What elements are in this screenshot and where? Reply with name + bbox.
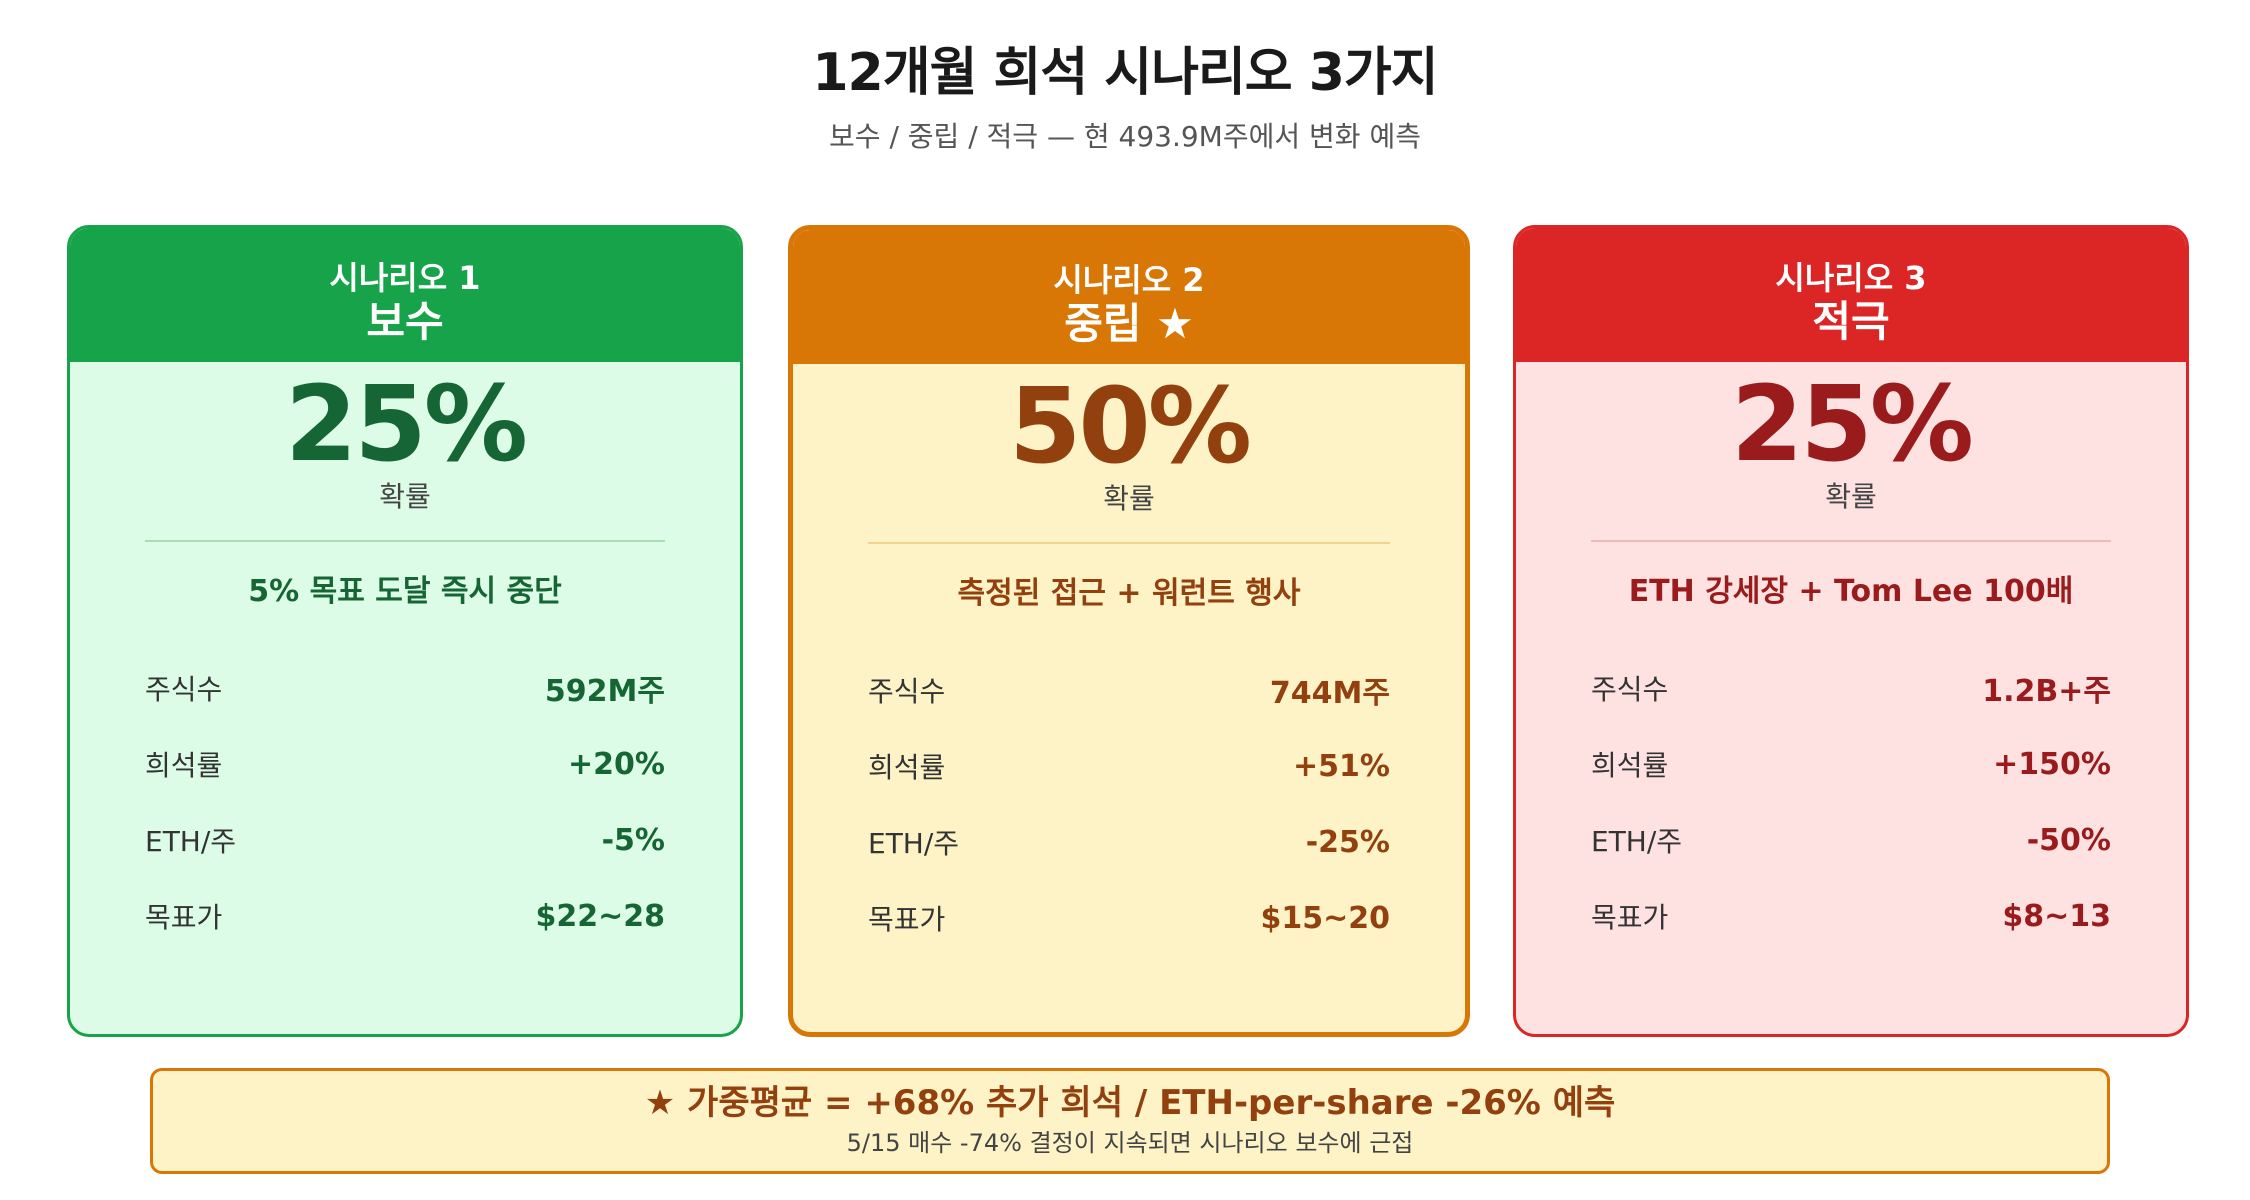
- metric-label: 희석률: [1591, 749, 1669, 782]
- metric-row-dilution: 희석률 +20%: [145, 726, 665, 802]
- scenario-number: 시나리오 3: [1775, 259, 1927, 297]
- metric-row-target-price: 목표가 $8~13: [1591, 878, 2111, 954]
- metric-value: 1.2B+주: [1982, 674, 2111, 709]
- metric-value: +20%: [568, 746, 665, 782]
- scenario-card-conservative: 시나리오 1 보수 25% 확률 5% 목표 도달 즉시 중단 주식수 592M…: [67, 225, 743, 1037]
- probability-label: 확률: [379, 480, 431, 513]
- metric-row-shares: 주식수 592M주: [145, 650, 665, 726]
- page-subtitle: 보수 / 중립 / 적극 — 현 493.9M주에서 변화 예측: [829, 120, 1421, 153]
- scenario-description: ETH 강세장 + Tom Lee 100배: [1628, 574, 2074, 609]
- scenario-number: 시나리오 2: [1053, 261, 1205, 299]
- metric-value: +150%: [1993, 746, 2111, 782]
- metric-row-dilution: 희석률 +51%: [868, 728, 1390, 804]
- summary-main: ★ 가중평균 = +68% 추가 희석 / ETH-per-share -26%…: [644, 1083, 1616, 1123]
- metric-row-eth-per-share: ETH/주 -5%: [145, 802, 665, 878]
- metric-value: -5%: [601, 822, 665, 858]
- probability-value: 25%: [285, 363, 528, 485]
- metric-label: 목표가: [868, 903, 946, 936]
- scenario-card-neutral: 시나리오 2 중립 ★ 50% 확률 측정된 접근 + 워런트 행사 주식수 7…: [788, 225, 1470, 1037]
- metric-label: 주식수: [868, 675, 946, 708]
- metric-label: 희석률: [868, 751, 946, 784]
- metric-value: +51%: [1293, 748, 1390, 784]
- metric-label: ETH/주: [868, 827, 960, 860]
- metric-label: 주식수: [1591, 673, 1669, 706]
- metric-value: -25%: [1305, 824, 1390, 860]
- metric-label: 목표가: [145, 901, 223, 934]
- metric-row-eth-per-share: ETH/주 -25%: [868, 804, 1390, 880]
- metric-value: $15~20: [1260, 900, 1390, 936]
- probability-value: 50%: [1009, 365, 1252, 487]
- metric-row-dilution: 희석률 +150%: [1591, 726, 2111, 802]
- scenario-card-aggressive: 시나리오 3 적극 25% 확률 ETH 강세장 + Tom Lee 100배 …: [1513, 225, 2189, 1037]
- metric-row-target-price: 목표가 $22~28: [145, 878, 665, 954]
- scenario-description: 5% 목표 도달 즉시 중단: [248, 574, 562, 609]
- metric-row-eth-per-share: ETH/주 -50%: [1591, 802, 2111, 878]
- page-title: 12개월 희석 시나리오 3가지: [812, 43, 1438, 103]
- metric-value: 592M주: [544, 674, 665, 709]
- metric-list: 주식수 592M주 희석률 +20% ETH/주 -5% 목표가 $22~28: [145, 650, 665, 954]
- card-header: 시나리오 3 적극: [1516, 228, 2186, 362]
- scenario-name: 적극: [1812, 297, 1890, 346]
- card-header: 시나리오 2 중립 ★: [793, 230, 1465, 364]
- scenario-name: 보수: [366, 297, 444, 346]
- metric-list: 주식수 744M주 희석률 +51% ETH/주 -25% 목표가 $15~20: [868, 652, 1390, 956]
- metric-value: 744M주: [1269, 676, 1390, 711]
- divider: [145, 540, 665, 542]
- metric-row-shares: 주식수 744M주: [868, 652, 1390, 728]
- scenario-name: 중립 ★: [1064, 299, 1194, 348]
- summary-box: ★ 가중평균 = +68% 추가 희석 / ETH-per-share -26%…: [150, 1068, 2110, 1174]
- probability-label: 확률: [1103, 482, 1155, 515]
- metric-label: ETH/주: [145, 825, 237, 858]
- metric-label: ETH/주: [1591, 825, 1683, 858]
- divider: [868, 542, 1390, 544]
- metric-value: -50%: [2026, 822, 2111, 858]
- probability-value: 25%: [1731, 363, 1974, 485]
- card-header: 시나리오 1 보수: [70, 228, 740, 362]
- probability-label: 확률: [1825, 480, 1877, 513]
- metric-value: $22~28: [535, 898, 665, 934]
- summary-note: 5/15 매수 -74% 결정이 지속되면 시나리오 보수에 근접: [846, 1129, 1414, 1157]
- scenario-number: 시나리오 1: [329, 259, 481, 297]
- divider: [1591, 540, 2111, 542]
- scenario-description: 측정된 접근 + 워런트 행사: [957, 576, 1301, 611]
- metric-value: $8~13: [2002, 898, 2111, 934]
- metric-row-target-price: 목표가 $15~20: [868, 880, 1390, 956]
- metric-label: 희석률: [145, 749, 223, 782]
- metric-list: 주식수 1.2B+주 희석률 +150% ETH/주 -50% 목표가 $8~1…: [1591, 650, 2111, 954]
- metric-row-shares: 주식수 1.2B+주: [1591, 650, 2111, 726]
- metric-label: 주식수: [145, 673, 223, 706]
- metric-label: 목표가: [1591, 901, 1669, 934]
